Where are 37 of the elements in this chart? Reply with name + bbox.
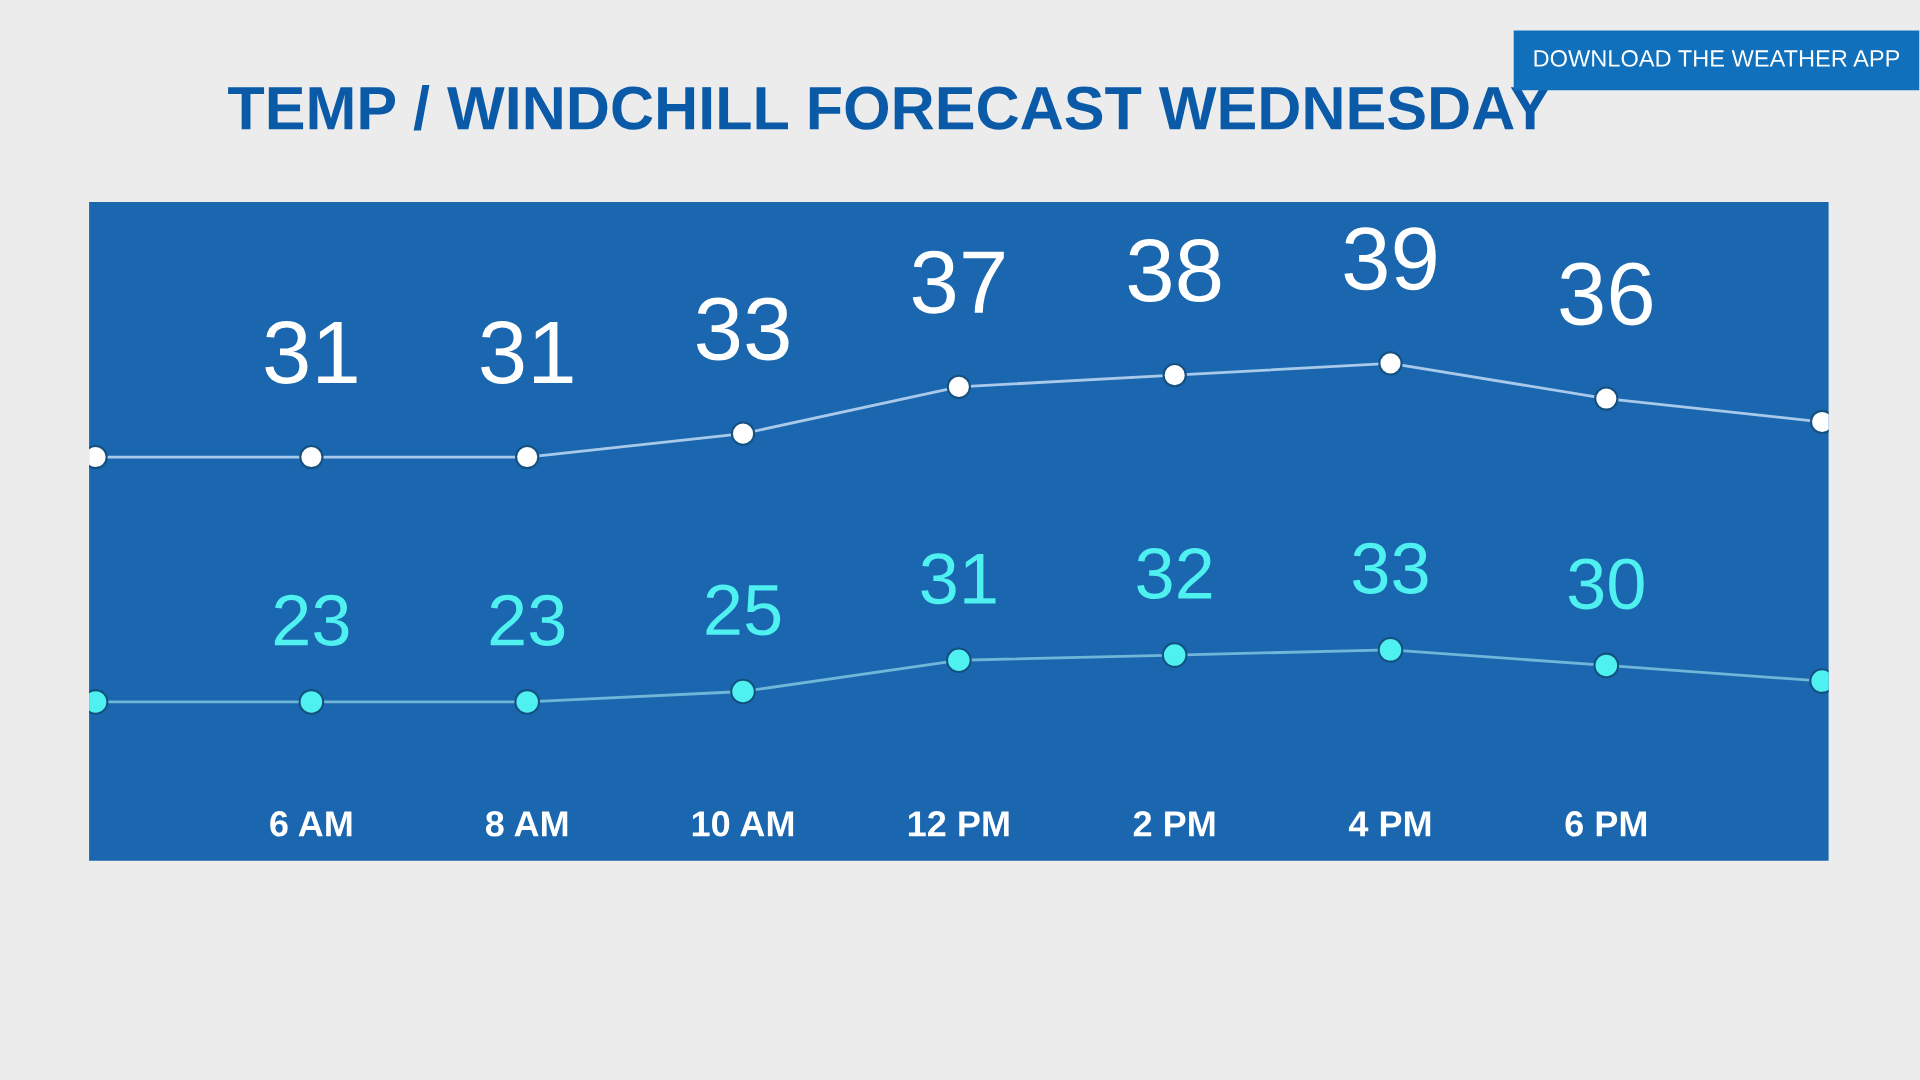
data-label: 39 [1344, 227, 1436, 291]
x-tick-label: 2 PM [1133, 811, 1215, 837]
point [946, 374, 971, 399]
point [1377, 636, 1404, 663]
x-tick-label: 6 AM [270, 811, 352, 837]
x-tick-label: 10 AM [692, 811, 794, 837]
point [1378, 351, 1403, 376]
point [1161, 642, 1188, 668]
data-label: 25 [706, 584, 781, 636]
text: DOWNLOAD THE WEATHER APP [1534, 50, 1900, 67]
point [730, 421, 756, 446]
point [514, 689, 541, 715]
data-label: 23 [490, 594, 565, 646]
chart-title: TEMP / WINDCHILL FORECAST WEDNESDAY [228, 84, 1550, 131]
point [1162, 362, 1187, 388]
data-label: 36 [1560, 262, 1652, 326]
point [298, 689, 325, 715]
data-label: 31 [921, 553, 996, 605]
point [946, 647, 972, 674]
data-label: 23 [274, 594, 349, 646]
x-tick-label: 8 AM [485, 811, 568, 837]
data-label: 33 [696, 297, 789, 361]
data-label: 30 [1568, 558, 1644, 610]
point [730, 678, 756, 705]
x-tick-label: 4 PM [1348, 811, 1431, 837]
point [1593, 652, 1620, 679]
data-label: 33 [1353, 542, 1428, 594]
x-tick-label: 12 PM [908, 811, 1009, 837]
data-label: 32 [1137, 547, 1212, 600]
data-label: 37 [912, 250, 1004, 314]
point [299, 444, 324, 470]
x-tick-label: 6 PM [1565, 811, 1647, 837]
point [1594, 386, 1619, 411]
point [515, 444, 540, 470]
data-label: 38 [1128, 239, 1221, 303]
data-label: 31 [265, 320, 357, 384]
data-label: 31 [481, 320, 573, 384]
